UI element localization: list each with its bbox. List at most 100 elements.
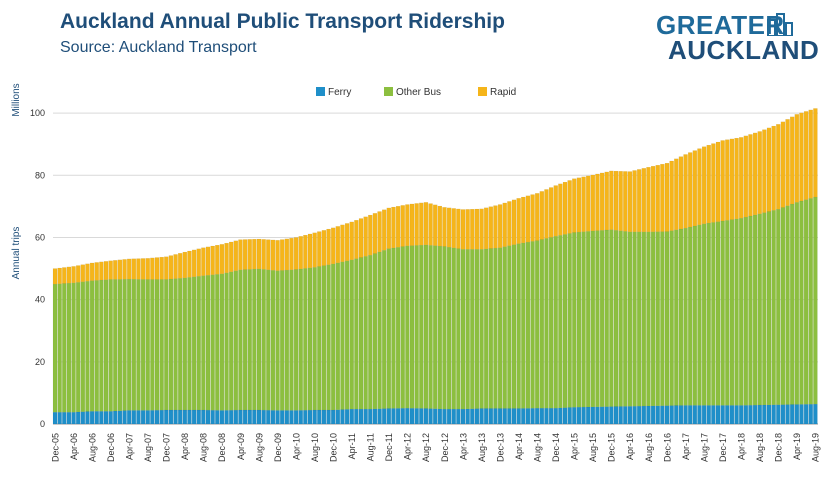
- bar-other-bus: [321, 265, 327, 411]
- bar-ferry: [395, 408, 401, 425]
- bar-ferry: [321, 409, 327, 425]
- x-tick-label: Dec-08: [217, 433, 227, 462]
- x-tick-label: Apr-17: [681, 433, 691, 460]
- bar-ferry: [474, 408, 480, 425]
- bar-ferry: [609, 406, 614, 425]
- bar-ferry: [145, 410, 150, 425]
- bar-rapid: [711, 143, 716, 223]
- bar-ferry: [604, 406, 609, 425]
- bar-other-bus: [391, 247, 396, 409]
- bar-ferry: [219, 410, 225, 425]
- bar-other-bus: [437, 245, 443, 410]
- bar-rapid: [567, 180, 572, 234]
- bar-ferry: [535, 407, 540, 425]
- bar-other-bus: [256, 268, 262, 411]
- bar-ferry: [743, 405, 749, 425]
- bar-ferry: [164, 409, 169, 425]
- bar-ferry: [479, 408, 484, 425]
- x-tick-label: Aug-16: [644, 433, 654, 462]
- bar-rapid: [303, 234, 308, 269]
- bar-ferry: [113, 410, 118, 425]
- bar-rapid: [168, 255, 174, 280]
- bar-rapid: [771, 125, 776, 211]
- bar-rapid: [586, 175, 591, 232]
- bar-other-bus: [794, 202, 800, 405]
- bar-ferry: [590, 406, 596, 425]
- bar-rapid: [474, 208, 480, 250]
- bar-ferry: [349, 408, 354, 425]
- bar-other-bus: [525, 241, 531, 409]
- bar-other-bus: [646, 231, 651, 407]
- bar-rapid: [604, 171, 609, 231]
- bar-rapid: [470, 209, 475, 250]
- x-tick-label: Aug-06: [87, 433, 97, 462]
- bar-ferry: [623, 406, 628, 425]
- x-tick-label: Apr-09: [236, 433, 246, 460]
- bar-ferry: [256, 409, 262, 425]
- bar-rapid: [307, 233, 313, 269]
- bar-rapid: [748, 134, 753, 217]
- bar-ferry: [660, 405, 665, 425]
- bar-ferry: [303, 410, 308, 425]
- bar-rapid: [52, 268, 58, 285]
- bar-rapid: [321, 230, 327, 266]
- bar-rapid: [451, 208, 456, 249]
- bar-other-bus: [238, 269, 243, 411]
- bar-ferry: [400, 408, 405, 425]
- bar-ferry: [326, 409, 331, 425]
- bar-other-bus: [757, 213, 762, 406]
- bar-rapid: [312, 232, 317, 268]
- bar-other-bus: [674, 229, 679, 406]
- bar-rapid: [224, 242, 229, 273]
- bar-rapid: [382, 209, 387, 251]
- bar-rapid: [664, 162, 670, 232]
- bar-rapid: [688, 152, 693, 228]
- bar-ferry: [187, 409, 192, 425]
- bar-other-bus: [451, 247, 456, 410]
- bar-ferry: [377, 408, 382, 425]
- bar-rapid: [293, 237, 299, 270]
- x-tick-label: Aug-07: [143, 433, 153, 462]
- bar-other-bus: [229, 271, 234, 411]
- bar-rapid: [94, 262, 99, 281]
- legend-swatch: [384, 87, 393, 96]
- bar-other-bus: [405, 245, 410, 409]
- bar-ferry: [159, 409, 164, 425]
- bar-other-bus: [395, 247, 401, 409]
- bar-ferry: [632, 406, 637, 425]
- bar-ferry: [57, 412, 62, 425]
- bar-ferry: [641, 405, 647, 425]
- bar-other-bus: [446, 247, 452, 410]
- bar-ferry: [150, 410, 155, 425]
- logo-text-greater: GREATER: [656, 10, 785, 40]
- bar-ferry: [103, 411, 109, 425]
- bar-other-bus: [154, 279, 160, 411]
- bar-other-bus: [609, 229, 614, 407]
- bar-rapid: [154, 257, 160, 280]
- bar-other-bus: [474, 249, 480, 409]
- x-tick-label: Apr-14: [514, 433, 524, 460]
- bar-rapid: [331, 227, 336, 265]
- bar-ferry: [581, 406, 586, 425]
- bar-rapid: [655, 165, 660, 232]
- chart-subtitle: Source: Auckland Transport: [60, 39, 257, 56]
- bar-ferry: [748, 405, 753, 425]
- bar-other-bus: [289, 269, 294, 411]
- bar-ferry: [456, 408, 461, 425]
- bar-other-bus: [465, 249, 470, 410]
- bar-ferry: [298, 410, 303, 425]
- bar-other-bus: [743, 216, 749, 406]
- bar-ferry: [725, 405, 730, 425]
- bar-other-bus: [326, 264, 331, 411]
- bar-other-bus: [187, 277, 192, 411]
- bar-ferry: [650, 405, 656, 425]
- bar-other-bus: [734, 218, 739, 406]
- legend-swatch: [478, 87, 487, 96]
- bar-ferry: [358, 408, 364, 425]
- bar-ferry: [178, 409, 183, 425]
- bar-other-bus: [678, 228, 684, 406]
- bar-rapid: [484, 207, 489, 250]
- bar-ferry: [372, 408, 378, 425]
- bar-ferry: [215, 410, 220, 425]
